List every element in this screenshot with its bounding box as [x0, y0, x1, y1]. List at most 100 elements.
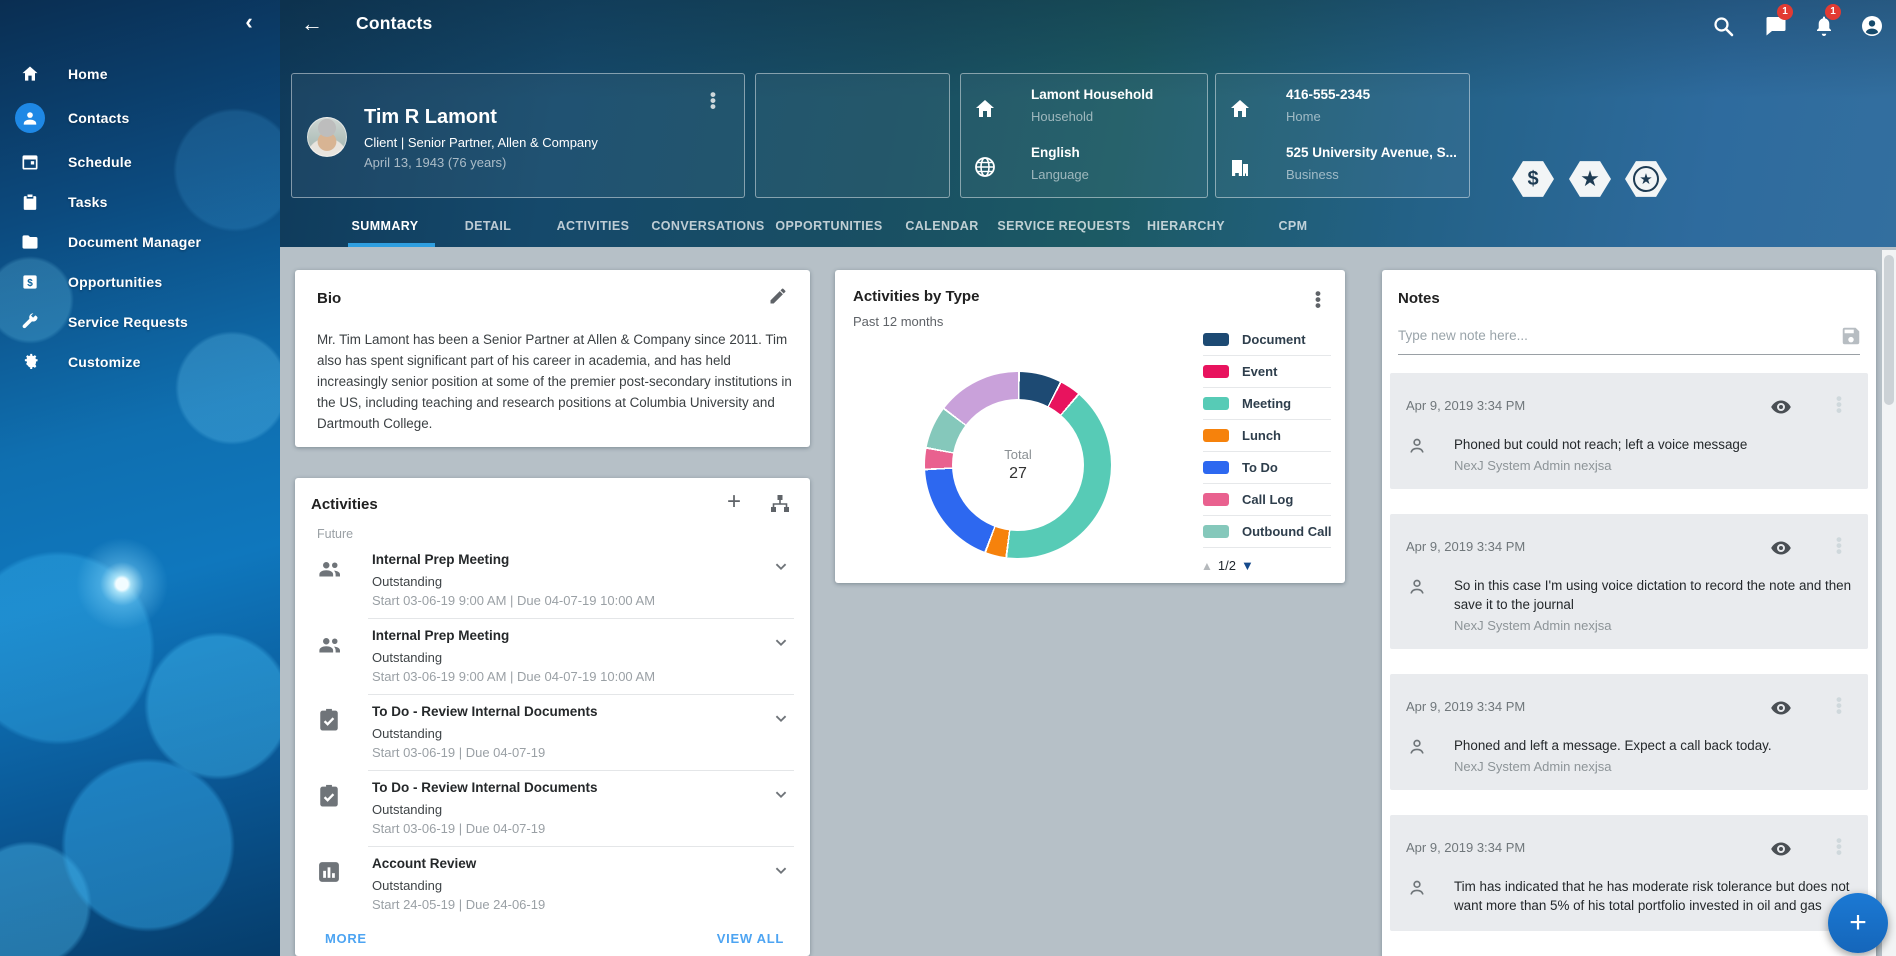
legend-swatch: [1203, 461, 1229, 474]
tab-summary[interactable]: SUMMARY: [351, 219, 419, 233]
note-date: Apr 9, 2019 3:34 PM: [1406, 539, 1526, 554]
legend-next-triangle-icon[interactable]: ▼: [1240, 558, 1254, 573]
note-text: Tim has indicated that he has moderate r…: [1454, 879, 1850, 913]
sidebar-item-label: Opportunities: [68, 274, 163, 290]
sidebar-item-service-requests[interactable]: Service Requests: [0, 302, 280, 342]
activities-title: Activities: [311, 496, 378, 513]
sidebar-item-home[interactable]: Home: [0, 54, 280, 94]
note-menu-kebab-icon[interactable]: • • •: [1836, 831, 1842, 862]
legend-item: Document: [1203, 324, 1331, 356]
sidebar: ‹ Home Contacts Schedule Tasks: [0, 0, 280, 956]
tab-service-requests[interactable]: SERVICE REQUESTS: [997, 219, 1131, 233]
activity-status: Outstanding: [372, 802, 443, 817]
search-icon[interactable]: [1711, 14, 1735, 38]
visibility-eye-icon[interactable]: [1769, 395, 1793, 419]
legend-item: Event: [1203, 356, 1331, 388]
sidebar-item-contacts[interactable]: Contacts: [0, 98, 280, 138]
activity-title: Internal Prep Meeting: [372, 552, 510, 567]
language-row[interactable]: English Language: [973, 145, 1089, 182]
tab-cpm[interactable]: CPM: [1278, 219, 1308, 233]
household-row[interactable]: Lamont Household Household: [973, 87, 1153, 124]
notifications-bell-icon[interactable]: [1812, 14, 1836, 38]
legend-item: To Do: [1203, 452, 1331, 484]
activity-title: To Do - Review Internal Documents: [372, 704, 598, 719]
bio-text: Mr. Tim Lamont has been a Senior Partner…: [317, 332, 792, 431]
scrollbar-thumb[interactable]: [1884, 255, 1894, 405]
phone-number: 416-555-2345: [1286, 87, 1371, 102]
phone-label: Home: [1286, 109, 1321, 124]
dollar-document-icon: $: [15, 267, 45, 297]
visibility-eye-icon[interactable]: [1769, 696, 1793, 720]
sidebar-item-schedule[interactable]: Schedule: [0, 142, 280, 182]
note-menu-kebab-icon[interactable]: • • •: [1836, 389, 1842, 420]
language-value: English: [1031, 145, 1080, 160]
contacts-person-icon: [15, 103, 45, 133]
tab-conversations[interactable]: CONVERSATIONS: [651, 219, 765, 233]
phone-row[interactable]: 416-555-2345 Home: [1228, 87, 1370, 124]
tab-calendar[interactable]: CALENDAR: [905, 219, 979, 233]
sidebar-item-label: Contacts: [68, 110, 130, 126]
contact-avatar[interactable]: [307, 117, 347, 157]
contact-methods-card: 416-555-2345 Home 525 University Avenue,…: [1215, 73, 1470, 198]
notes-list: Apr 9, 2019 3:34 PM • • • Phoned but could…: [1390, 373, 1868, 931]
save-floppy-icon[interactable]: [1840, 325, 1862, 347]
bar-chart-icon: [315, 858, 347, 890]
sidebar-item-label: Schedule: [68, 154, 132, 170]
chart-menu-kebab-icon[interactable]: • • •: [1315, 284, 1321, 315]
view-all-button[interactable]: VIEW ALL: [716, 931, 784, 946]
office-building-icon: [1228, 155, 1252, 179]
chevron-down-icon[interactable]: [770, 859, 792, 881]
add-fab-button[interactable]: +: [1828, 893, 1888, 953]
activity-status: Outstanding: [372, 650, 443, 665]
legend-prev-triangle-icon[interactable]: ▲: [1201, 558, 1213, 573]
household-info-card: Lamont Household Household English Langu…: [960, 73, 1208, 198]
contact-menu-kebab-icon[interactable]: • • •: [710, 85, 716, 116]
chevron-down-icon[interactable]: [770, 707, 792, 729]
sidebar-item-customize[interactable]: Customize: [0, 342, 280, 382]
legend-page-indicator: 1/2: [1217, 558, 1236, 573]
tab-activities[interactable]: ACTIVITIES: [556, 219, 630, 233]
svg-text:$: $: [27, 278, 33, 289]
activity-dates: Start 03-06-19 9:00 AM | Due 04-07-19 10…: [372, 593, 656, 608]
legend-item: Outbound Call: [1203, 516, 1332, 548]
sidebar-item-opportunities[interactable]: $ Opportunities: [0, 262, 280, 302]
sidebar-item-tasks[interactable]: Tasks: [0, 182, 280, 222]
add-activity-plus-icon[interactable]: +: [726, 488, 741, 515]
edit-pencil-icon[interactable]: [768, 286, 788, 306]
note-item: Apr 9, 2019 3:34 PM • • • Tim has indicate…: [1390, 815, 1868, 931]
tab-bar: SUMMARY DETAIL ACTIVITIES CONVERSATIONS …: [280, 204, 1896, 247]
note-menu-kebab-icon[interactable]: • • •: [1836, 530, 1842, 561]
donut-total-value: 27: [1009, 465, 1027, 482]
activity-row: Internal Prep Meeting Outstanding Start …: [311, 543, 794, 619]
legend-item: Meeting: [1203, 388, 1331, 420]
note-menu-kebab-icon[interactable]: • • •: [1836, 690, 1842, 721]
visibility-eye-icon[interactable]: [1769, 837, 1793, 861]
activities-group-label: Future: [317, 527, 354, 541]
person-icon: [1406, 576, 1428, 598]
chevron-down-icon[interactable]: [770, 783, 792, 805]
chevron-down-icon[interactable]: [770, 555, 792, 577]
visibility-eye-icon[interactable]: [1769, 536, 1793, 560]
chevron-down-icon[interactable]: [770, 631, 792, 653]
hierarchy-view-icon[interactable]: [768, 492, 792, 516]
more-button[interactable]: MORE: [325, 931, 367, 946]
activity-status: Outstanding: [372, 878, 443, 893]
sidebar-item-document-manager[interactable]: Document Manager: [0, 222, 280, 262]
account-circle-icon[interactable]: [1860, 14, 1884, 38]
chat-icon[interactable]: [1764, 14, 1788, 38]
active-tab-underline: [348, 243, 435, 247]
address-row[interactable]: 525 University Avenue, S... Business: [1228, 145, 1457, 182]
gear-icon: [15, 347, 45, 377]
back-arrow-icon[interactable]: ←: [301, 11, 323, 36]
new-note-input[interactable]: [1398, 328, 1818, 343]
note-item: Apr 9, 2019 3:34 PM • • • Phoned but could…: [1390, 373, 1868, 489]
tab-detail[interactable]: DETAIL: [464, 219, 512, 233]
tab-opportunities[interactable]: OPPORTUNITIES: [775, 219, 883, 233]
contact-birth-date: April 13, 1943 (76 years): [364, 155, 507, 170]
sidebar-collapse-chevron-icon[interactable]: ‹: [245, 9, 253, 34]
activity-row: Account Review Outstanding Start 24-05-1…: [311, 847, 794, 923]
note-author: NexJ System Admin nexjsa: [1454, 458, 1612, 473]
wrench-icon: [15, 307, 45, 337]
tab-hierarchy[interactable]: HIERARCHY: [1147, 219, 1225, 233]
activities-by-type-card: Activities by Type • • • Past 12 months To…: [835, 270, 1345, 583]
